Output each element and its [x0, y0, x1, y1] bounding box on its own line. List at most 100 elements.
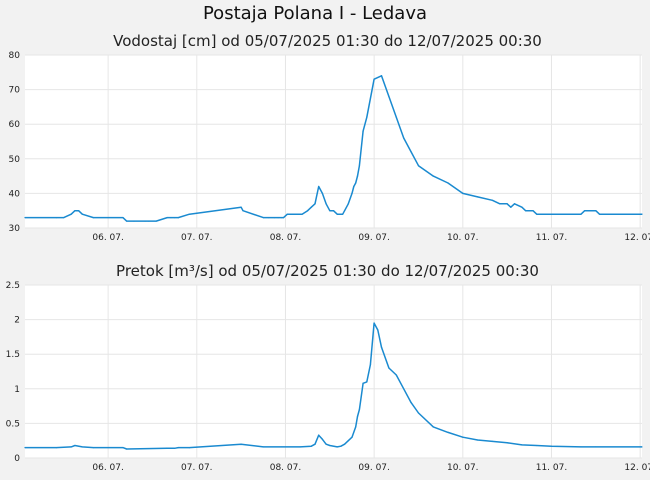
- data-point: [314, 203, 316, 205]
- data-point: [598, 213, 601, 215]
- data-point: [301, 213, 303, 215]
- data-point: [70, 213, 72, 215]
- chart-title: Vodostaj [cm] od 05/07/2025 01:30 do 12/…: [113, 32, 542, 50]
- data-point: [403, 137, 405, 139]
- x-tick-label: 11. 07.: [536, 233, 568, 243]
- data-point: [342, 213, 344, 215]
- data-point: [476, 439, 479, 441]
- data-point: [351, 436, 353, 438]
- data-point: [170, 217, 172, 219]
- data-point: [358, 408, 360, 411]
- data-point: [373, 78, 375, 80]
- data-point: [491, 440, 493, 442]
- data-point: [126, 220, 128, 222]
- y-tick-label: 2: [14, 316, 20, 326]
- data-point: [262, 446, 264, 448]
- data-point: [155, 220, 157, 222]
- data-point: [362, 382, 364, 384]
- data-point: [310, 445, 312, 447]
- data-point: [343, 443, 346, 445]
- x-tick-label: 08. 07.: [270, 463, 302, 473]
- data-point: [295, 213, 298, 215]
- data-point: [595, 446, 597, 448]
- y-tick-label: 30: [9, 224, 21, 234]
- data-point: [177, 447, 179, 449]
- data-point: [403, 388, 405, 390]
- data-point: [177, 217, 179, 219]
- data-point: [410, 151, 412, 153]
- data-point: [499, 203, 501, 205]
- data-point: [174, 447, 176, 449]
- data-point: [506, 203, 508, 205]
- data-point: [395, 116, 397, 118]
- data-point: [521, 206, 523, 208]
- data-point: [166, 217, 168, 219]
- data-point: [369, 363, 372, 366]
- data-point: [133, 220, 135, 222]
- data-point: [262, 217, 264, 219]
- data-point: [388, 95, 390, 98]
- y-tick-label: 0.5: [6, 419, 20, 429]
- data-point: [432, 426, 434, 428]
- data-point: [122, 447, 124, 449]
- data-point: [299, 446, 301, 448]
- data-point: [144, 220, 146, 222]
- data-point: [70, 446, 72, 448]
- data-point: [286, 213, 288, 215]
- data-point: [283, 217, 285, 219]
- data-point: [580, 446, 582, 448]
- data-point: [347, 203, 349, 205]
- data-point: [166, 447, 168, 449]
- y-tick-label: 80: [9, 51, 21, 61]
- data-point: [242, 210, 244, 212]
- data-point: [550, 445, 553, 447]
- data-point: [174, 217, 176, 219]
- data-point: [366, 381, 368, 383]
- data-point: [240, 443, 242, 445]
- data-point: [417, 165, 420, 167]
- page-title: Postaja Polana I - Ledava: [202, 3, 428, 24]
- data-point: [388, 367, 390, 369]
- data-point: [595, 210, 597, 212]
- data-point: [550, 213, 553, 215]
- data-point: [340, 445, 342, 447]
- data-point: [188, 213, 191, 215]
- data-point: [513, 203, 516, 205]
- data-point: [81, 446, 83, 448]
- data-point: [325, 443, 327, 445]
- x-tick-label: 11. 07.: [536, 463, 568, 473]
- x-tick-label: 06. 07.: [92, 463, 124, 473]
- data-point: [81, 213, 83, 215]
- x-tick-label: 06. 07.: [92, 233, 124, 243]
- data-point: [358, 165, 360, 167]
- data-point: [74, 444, 76, 447]
- x-tick-label: 07. 07.: [181, 463, 213, 473]
- data-point: [356, 175, 359, 177]
- data-point: [356, 415, 359, 418]
- data-point: [273, 217, 275, 219]
- y-tick-label: 1.5: [6, 350, 20, 360]
- data-point: [74, 210, 76, 212]
- data-point: [380, 75, 383, 77]
- data-point: [325, 203, 327, 205]
- data-point: [318, 185, 320, 188]
- data-point: [506, 442, 508, 444]
- data-point: [373, 322, 375, 324]
- y-tick-label: 0: [14, 454, 20, 464]
- plot-area: [25, 55, 642, 228]
- x-tick-label: 09. 07.: [358, 463, 390, 473]
- data-point: [24, 217, 26, 219]
- data-point: [491, 199, 493, 201]
- chart-1: Vodostaj [cm] od 05/07/2025 01:30 do 12/…: [9, 32, 650, 243]
- data-point: [395, 374, 397, 376]
- y-tick-label: 2.5: [6, 281, 20, 291]
- data-point: [447, 431, 449, 433]
- data-point: [188, 447, 191, 449]
- data-point: [329, 444, 331, 447]
- x-tick-label: 07. 07.: [181, 233, 213, 243]
- data-point: [307, 210, 309, 212]
- data-point: [410, 402, 412, 404]
- data-point: [92, 447, 94, 449]
